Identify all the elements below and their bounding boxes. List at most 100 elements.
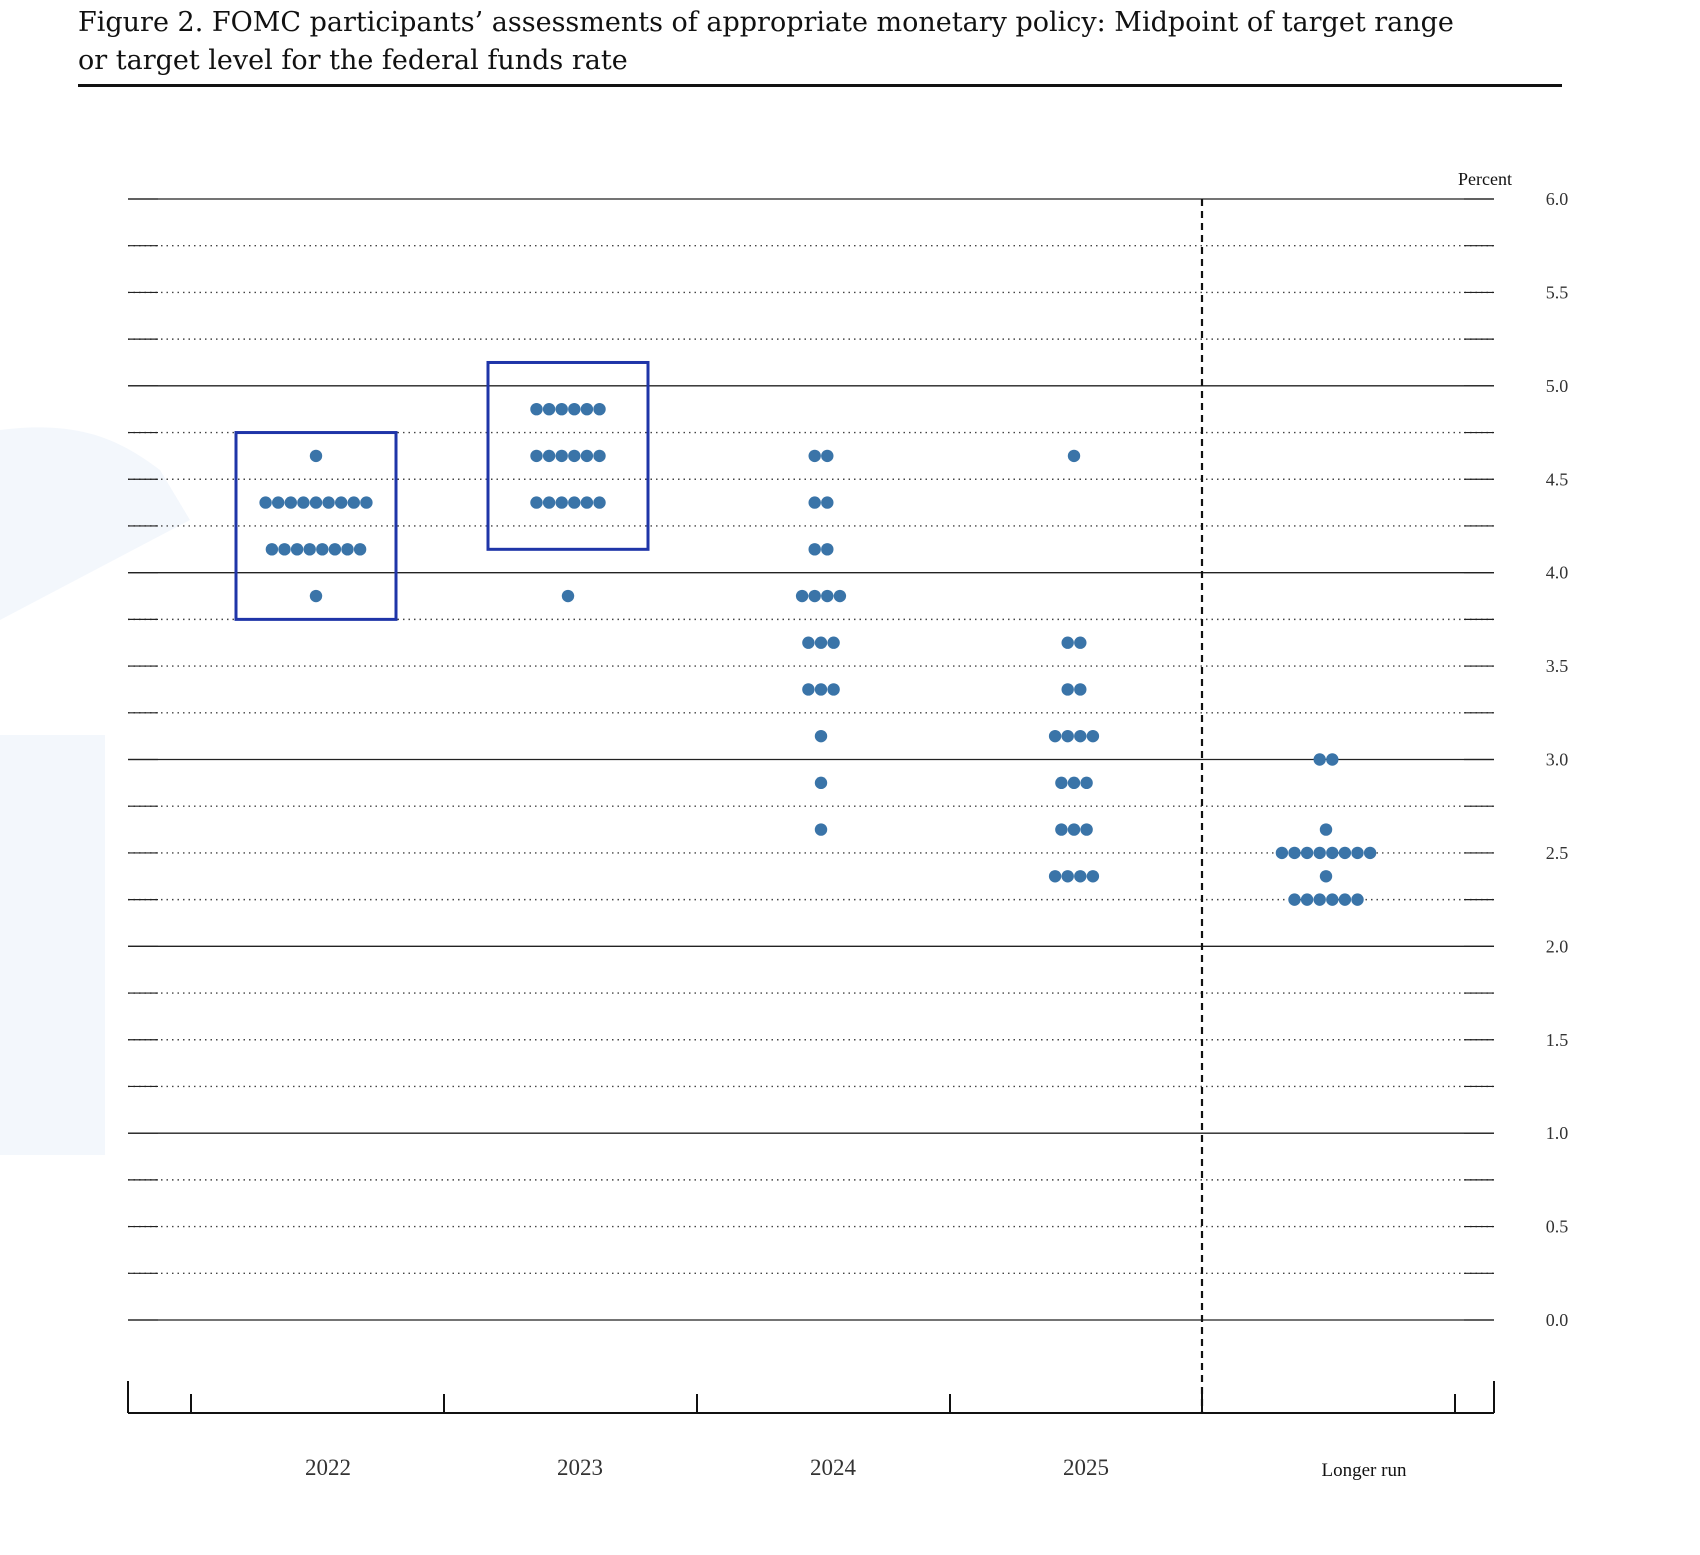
dot — [1326, 753, 1339, 766]
y-tick-label: 2.5 — [1546, 843, 1569, 863]
dot — [341, 543, 354, 556]
dot — [808, 449, 821, 463]
dot — [1061, 683, 1074, 696]
dot — [821, 589, 834, 603]
dot — [1055, 776, 1068, 790]
dot — [360, 496, 373, 509]
dot — [530, 496, 543, 509]
dot — [316, 543, 329, 556]
dot — [1067, 823, 1081, 836]
dot — [808, 589, 821, 603]
dot — [530, 402, 543, 416]
y-tick-label: 5.5 — [1546, 282, 1569, 302]
dot — [1326, 893, 1339, 906]
dot — [593, 449, 606, 463]
y-tick-label: 4.0 — [1546, 563, 1569, 583]
dot — [1074, 870, 1087, 883]
dot — [808, 543, 821, 556]
dot — [821, 543, 834, 556]
dot — [1055, 823, 1068, 836]
dot — [1300, 893, 1314, 906]
dot — [1288, 893, 1301, 906]
y-tick-label: 6.0 — [1546, 189, 1569, 209]
dot — [568, 496, 581, 509]
dot — [802, 636, 815, 649]
dot — [814, 823, 828, 836]
dot — [1351, 893, 1364, 906]
dot — [561, 589, 575, 603]
dot — [1086, 870, 1100, 883]
dot — [542, 449, 556, 463]
dot — [322, 496, 335, 509]
dot — [1074, 636, 1087, 649]
axis-labels: 0.0 0.5 1.0 1.5 2.0 2.5 3.0 3.5 4.0 4.5 5.0 5.5 6.0 P… — [305, 169, 1568, 1481]
dot — [309, 496, 323, 509]
dot — [309, 589, 323, 603]
dot — [827, 636, 840, 649]
dot — [1067, 449, 1081, 463]
dot — [1067, 776, 1081, 790]
dot — [347, 496, 360, 509]
watermark — [0, 427, 190, 1155]
dot — [1313, 846, 1326, 860]
dot — [1074, 683, 1087, 696]
dot — [555, 496, 568, 509]
y-tick-label: 3.0 — [1546, 750, 1569, 770]
dot — [814, 776, 828, 790]
dot — [580, 496, 594, 509]
dot — [530, 449, 543, 463]
dot — [814, 729, 828, 743]
dot — [555, 402, 568, 416]
dot — [821, 496, 834, 509]
dot — [1288, 846, 1301, 860]
dot — [593, 402, 606, 416]
dot — [303, 543, 316, 556]
dots — [259, 402, 1377, 906]
dot — [1061, 636, 1074, 649]
y-tick-label: 0.0 — [1546, 1310, 1569, 1330]
dot — [580, 449, 594, 463]
title-rule — [78, 84, 1562, 87]
dot — [1080, 823, 1093, 836]
watermark-shape — [0, 427, 190, 620]
dot — [335, 496, 348, 509]
dot — [1338, 846, 1352, 860]
x-category-label: 2025 — [1063, 1455, 1109, 1480]
dot — [284, 496, 297, 509]
dot — [272, 496, 285, 509]
x-category-label: 2024 — [810, 1455, 857, 1480]
dot — [1351, 846, 1364, 860]
dot — [555, 449, 568, 463]
dot — [802, 683, 815, 696]
dot — [1086, 729, 1100, 743]
dot — [833, 589, 847, 603]
dot — [1048, 870, 1062, 883]
dot — [827, 683, 840, 696]
x-category-label: 2022 — [305, 1455, 351, 1480]
highlight-box — [234, 431, 398, 621]
y-unit-label: Percent — [1458, 169, 1512, 189]
figure-title: Figure 2. FOMC participants’ assessments… — [78, 4, 1562, 80]
dot — [795, 589, 809, 603]
y-tick-label: 0.5 — [1546, 1217, 1569, 1237]
dot — [542, 402, 556, 416]
dot — [297, 496, 310, 509]
dot — [290, 543, 304, 556]
dot — [1319, 823, 1333, 836]
dot — [814, 636, 828, 649]
dot — [328, 543, 342, 556]
figure-title-line-2: or target level for the federal funds ra… — [78, 45, 628, 76]
dot — [1313, 893, 1326, 906]
dot — [265, 543, 279, 556]
axes — [127, 199, 1495, 1414]
dot — [808, 496, 821, 509]
x-category-label: 2023 — [557, 1455, 603, 1480]
dot — [814, 683, 828, 696]
gridlines — [128, 198, 1494, 1321]
watermark-shape — [0, 735, 105, 1155]
figure-title-line-1: Figure 2. FOMC participants’ assessments… — [78, 7, 1454, 38]
y-tick-label: 5.0 — [1546, 376, 1569, 396]
y-tick-label: 1.0 — [1546, 1123, 1569, 1143]
dot — [1326, 846, 1339, 860]
